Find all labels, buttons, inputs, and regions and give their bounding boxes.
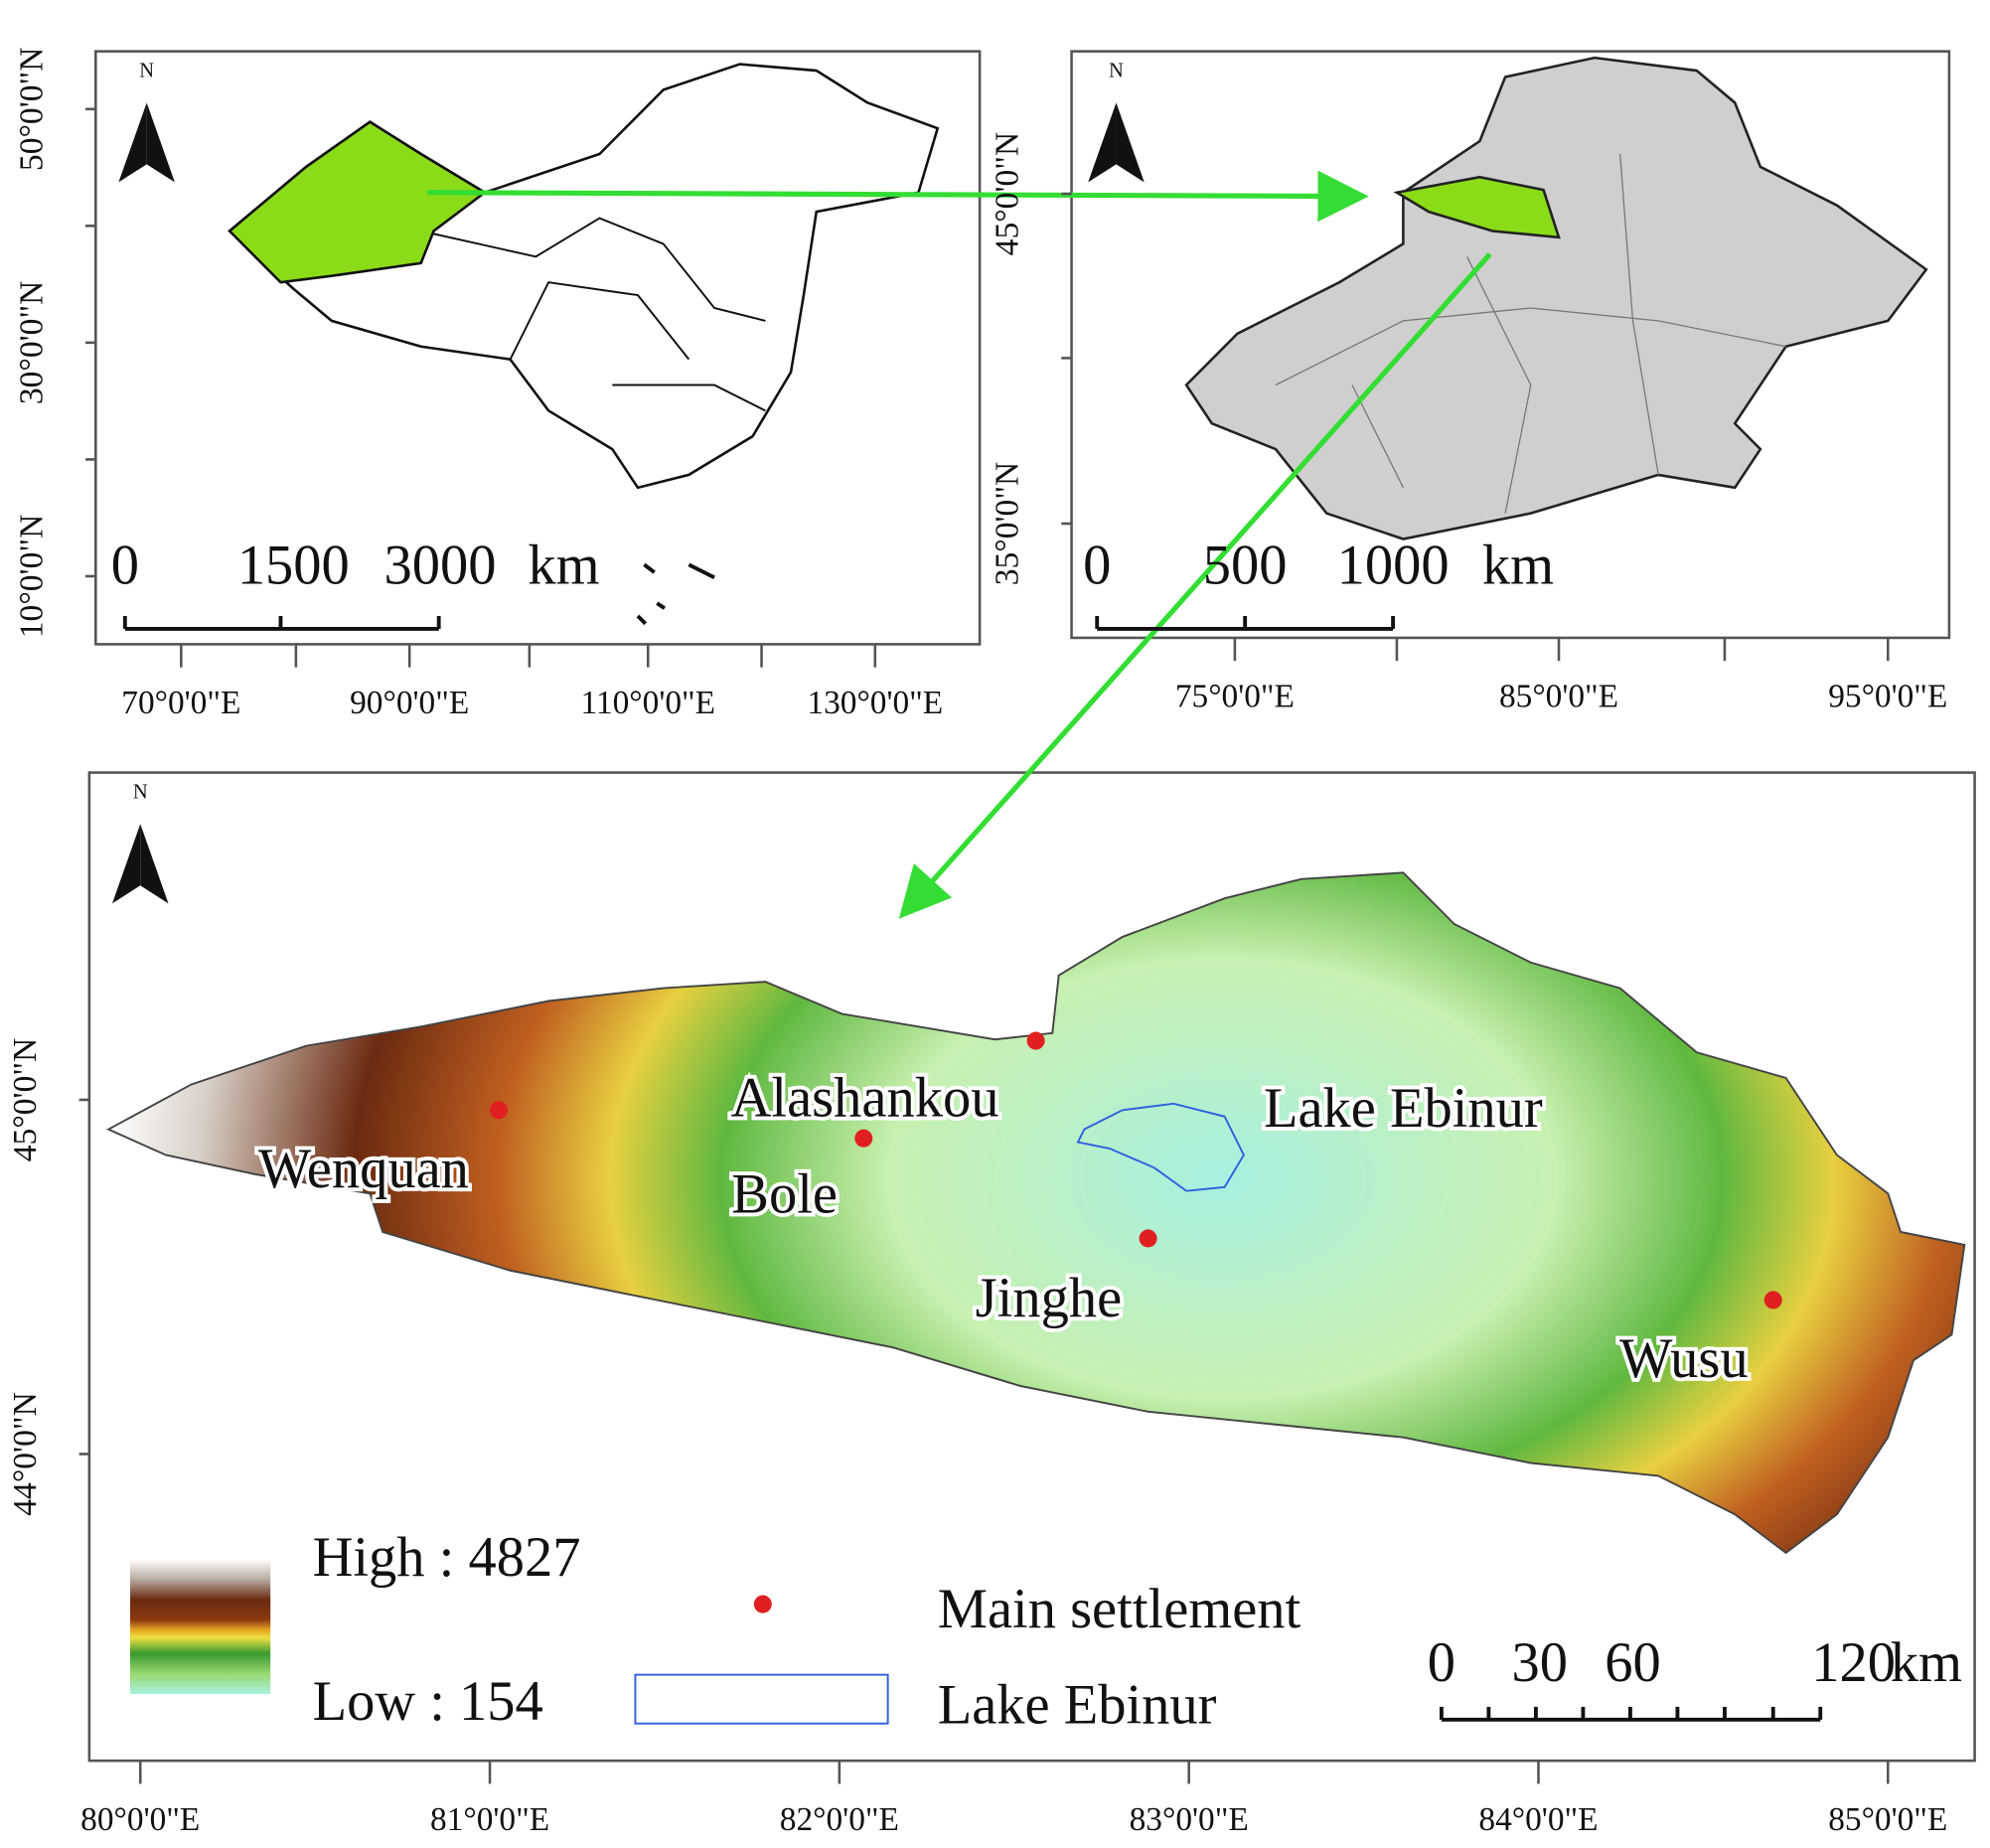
scale-bar-label: 120 [1811,1632,1896,1694]
province-borders [420,217,766,412]
north-arrow [111,824,141,904]
xinjiang-highlight [228,120,488,284]
scale-bar-unit: km [1891,1632,1962,1694]
legend-high: High : 4827 [313,1527,581,1589]
y-tick-label: 35°0'0"N [990,462,1026,586]
y-tick-label: 50°0'0"N [13,48,50,172]
x-tick-label: 82°0'0"E [780,1801,899,1838]
place-label: Bole [731,1163,838,1225]
north-arrow [140,824,169,904]
x-tick-label: 84°0'0"E [1478,1801,1598,1838]
locator-arrow [427,170,1369,223]
scale-bar-label: 30 [1512,1632,1568,1694]
x-tick-label: 70°0'0"E [121,685,240,721]
scale-bar-label: 500 [1203,536,1288,597]
settlements [490,1031,1782,1309]
place-label: Wusu [1619,1328,1749,1390]
place-label: Wenquan [258,1139,469,1200]
dem-region [105,871,1966,1555]
y-tick-label: 45°0'0"N [7,1038,44,1162]
y-tick-label: 30°0'0"N [13,281,50,405]
x-tick-label: 85°0'0"E [1499,679,1618,715]
north-label: N [139,60,154,81]
y-tick-label: 44°0'0"N [7,1392,44,1516]
lake-outline [1076,1102,1245,1192]
x-tick-label: 80°0'0"E [80,1801,200,1838]
scale-bar-unit: km [1482,536,1554,597]
scale-bar-label: 3000 [383,536,496,597]
scale-bar-label: 1500 [237,536,350,597]
settlement-point [1763,1291,1782,1309]
scale-bar-unit: km [528,536,599,597]
legend-low: Low : 154 [313,1671,543,1733]
x-tick-label: 95°0'0"E [1828,679,1947,715]
x-tick-label: 130°0'0"E [807,685,943,721]
prefecture-borders [1275,153,1786,514]
panel-frame [94,50,982,646]
y-tick-label: 10°0'0"N [13,515,50,639]
north-arrow [1116,102,1145,183]
settlement-point [854,1129,873,1148]
panel-frame [1070,50,1951,640]
scale-bar-label: 1000 [1337,536,1450,597]
scale-bar-label: 0 [111,536,139,597]
islands [636,562,715,626]
scale-bar-label: 0 [1083,536,1111,597]
north-label: N [133,781,148,803]
legend-gradient [129,1559,271,1694]
settlement-point [1139,1229,1157,1248]
north-label: N [1109,60,1124,81]
xinjiang-outline [1184,56,1928,540]
north-arrow [146,102,175,183]
scale-bar-label: 0 [1428,1632,1455,1694]
x-tick-label: 75°0'0"E [1175,679,1295,715]
settlement-point [490,1101,509,1120]
y-tick-label: 45°0'0"N [990,132,1026,256]
x-tick-label: 83°0'0"E [1130,1801,1249,1838]
place-label: Jinghe [976,1268,1122,1329]
north-arrow [1088,102,1117,183]
legend-lake-symbol [634,1673,889,1725]
legend-settlement-symbol [753,1595,772,1614]
legend-lake: Lake Ebinur [938,1675,1217,1737]
x-tick-label: 85°0'0"E [1828,1801,1947,1838]
settlement-point [1026,1031,1045,1050]
study-area-highlight [1393,175,1561,239]
scale-bar-label: 60 [1605,1632,1660,1694]
place-label: Lake Ebinur [1264,1078,1543,1140]
x-tick-label: 110°0'0"E [580,685,715,721]
x-tick-label: 81°0'0"E [430,1801,549,1838]
x-tick-label: 90°0'0"E [350,685,469,721]
place-label: Alashankou [731,1068,999,1130]
north-arrow [118,102,147,183]
legend-settlement: Main settlement [938,1579,1301,1640]
locator-arrow [898,252,1492,919]
